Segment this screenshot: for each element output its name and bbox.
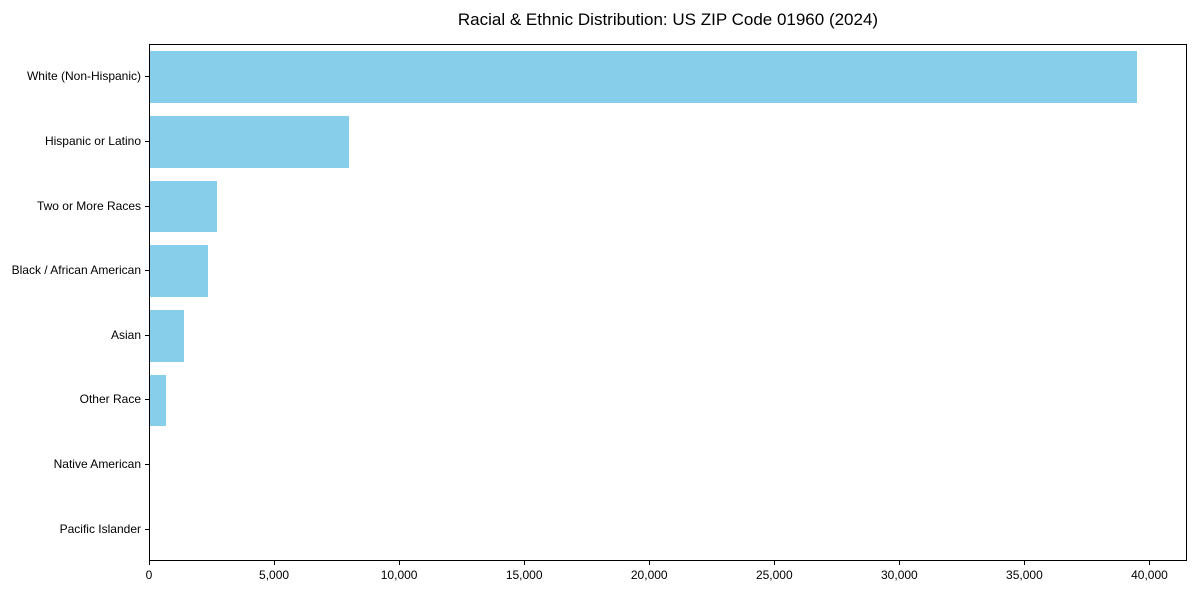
y-tick-label-asian: Asian — [110, 327, 141, 342]
x-tick-mark — [899, 561, 901, 565]
x-tick-label-35000: 35,000 — [1006, 568, 1043, 582]
x-tick-label-40000: 40,000 — [1131, 568, 1168, 582]
y-tick-mark — [145, 464, 149, 466]
y-tick-mark — [145, 334, 149, 336]
y-tick-mark — [145, 270, 149, 272]
y-tick-label-other-race: Other Race — [79, 392, 141, 407]
x-tick-label-0: 0 — [145, 568, 153, 582]
bar-black-african-american — [150, 245, 209, 298]
bar-other-race — [150, 374, 167, 427]
bar-white-non-hispanic — [150, 51, 1137, 104]
y-tick-label-black-african-american: Black / African American — [11, 263, 141, 278]
bar-asian — [150, 309, 184, 362]
x-tick-label-25000: 25,000 — [755, 568, 793, 582]
y-tick-label-two-or-more-races: Two or More Races — [36, 198, 141, 213]
y-tick-mark — [145, 528, 149, 530]
y-tick-mark — [145, 399, 149, 401]
plot-area — [149, 44, 1187, 561]
y-tick-label-white-non-hispanic: White (Non-Hispanic) — [26, 69, 141, 84]
bar-hispanic-or-latino — [150, 116, 349, 168]
bar-two-or-more-races — [150, 180, 217, 233]
x-tick-mark — [149, 561, 150, 565]
x-tick-label-15000: 15,000 — [505, 568, 543, 582]
x-tick-label-10000: 10,000 — [380, 568, 418, 582]
x-tick-mark — [649, 561, 651, 565]
x-tick-label-30000: 30,000 — [881, 568, 918, 582]
x-tick-mark — [399, 561, 401, 565]
x-tick-label-20000: 20,000 — [630, 568, 668, 582]
x-tick-mark — [1024, 561, 1026, 565]
x-tick-label-5000: 5,000 — [259, 568, 290, 582]
y-tick-label-pacific-islander: Pacific Islander — [59, 521, 141, 536]
y-tick-mark — [145, 140, 149, 142]
x-tick-mark — [774, 561, 776, 565]
y-tick-mark — [145, 205, 149, 207]
x-tick-mark — [1149, 561, 1151, 565]
y-tick-label-native-american: Native American — [53, 457, 141, 472]
y-tick-mark — [145, 76, 149, 78]
y-tick-label-hispanic-or-latino: Hispanic or Latino — [44, 133, 141, 148]
x-tick-mark — [274, 561, 276, 565]
chart-title: Racial & Ethnic Distribution: US ZIP Cod… — [457, 10, 879, 29]
x-tick-mark — [524, 561, 526, 565]
